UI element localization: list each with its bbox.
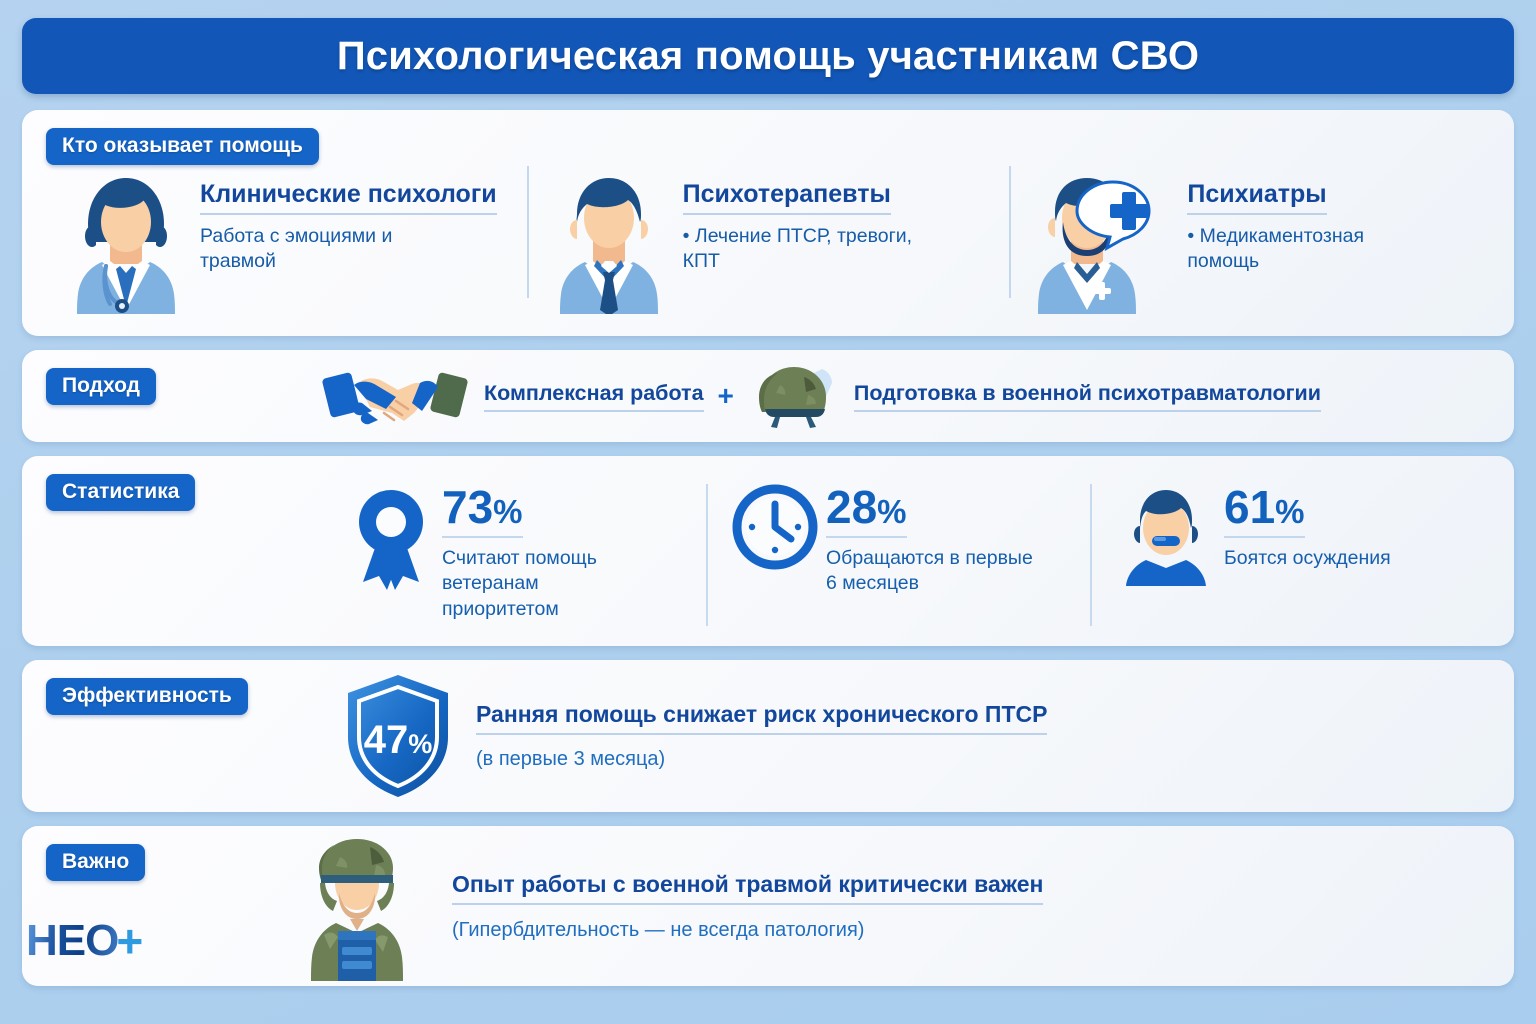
provider-text-block: Психотерапевты • Лечение ПТСР, тревоги, … <box>682 162 913 275</box>
important-text-block: Опыт работы с военной травмой критически… <box>452 871 1044 942</box>
plus-icon: + <box>717 380 734 411</box>
provider-title: Психиатры <box>1187 180 1327 215</box>
male-doctor-icon <box>545 162 673 314</box>
approach-second-text: Подготовка в военной психотравматологии <box>853 381 1321 412</box>
provider-text-block: Психиатры • Медикаментозная помощь <box>1187 162 1417 275</box>
section-statistics: Статистика 73% Считают помощь ветеранам … <box>22 456 1514 646</box>
logo-wordmark: НЕО <box>26 916 119 965</box>
important-title: Опыт работы с военной травмой критически… <box>452 871 1044 905</box>
shield-value-text: 47% <box>364 718 433 762</box>
shield-icon: 47% <box>340 671 456 801</box>
stat-value: 28% <box>826 484 907 538</box>
bearded-doctor-icon <box>1027 162 1177 314</box>
female-doctor-icon <box>62 162 190 314</box>
brand-logo: НЕО + <box>26 914 143 968</box>
efficacy-subtitle: (в первые 3 месяца) <box>476 748 666 770</box>
efficacy-title: Ранняя помощь снижает риск хронического … <box>476 701 1048 735</box>
provider-title: Клинические психологи <box>200 180 497 215</box>
provider-description: • Лечение ПТСР, тревоги, КПТ <box>682 225 913 273</box>
provider-clinical-psychologists: Клинические психологи Работа с эмоциями … <box>44 162 527 314</box>
important-row: Опыт работы с военной травмой критически… <box>22 826 1514 986</box>
important-subtitle: (Гипербдительность — не всегда патология… <box>452 918 865 941</box>
section-efficacy: Эффективность 47% <box>22 660 1514 812</box>
badge-efficacy: Эффективность <box>46 678 248 715</box>
handshake-icon <box>322 363 470 429</box>
provider-psychotherapists: Психотерапевты • Лечение ПТСР, тревоги, … <box>526 162 1010 314</box>
stats-row: 73% Считают помощь ветеранам приоритетом <box>22 456 1514 646</box>
approach-first-text: Комплексная работа <box>484 381 704 412</box>
award-ribbon-icon <box>348 482 434 602</box>
badge-approach: Подход <box>46 368 157 405</box>
stat-body: 28% Обращаются в первые 6 месяцев <box>826 482 1041 597</box>
header-banner: Психологическая помощь участникам СВО <box>22 18 1514 94</box>
badge-providers: Кто оказывает помощь <box>46 128 319 165</box>
page-title: Психологическая помощь участникам СВО <box>336 33 1200 78</box>
logo-plus-icon: + <box>116 915 143 967</box>
soldier-icon <box>284 831 430 981</box>
silenced-person-icon <box>1116 482 1216 586</box>
section-providers: Кто оказывает помощь <box>22 110 1514 336</box>
stat-label: Боятся осуждения <box>1224 546 1391 569</box>
approach-row: Комплексная работа + Подготовка в военно… <box>22 350 1514 442</box>
stat-first-six-months: 28% Обращаются в первые 6 месяцев <box>706 482 1090 627</box>
provider-description: • Медикаментозная помощь <box>1187 225 1365 273</box>
stat-value: 61% <box>1224 484 1305 538</box>
providers-row: Клинические психологи Работа с эмоциями … <box>22 110 1514 336</box>
clock-icon <box>732 482 818 572</box>
section-approach: Подход Комплексная работа + <box>22 350 1514 442</box>
stat-body: 61% Боятся осуждения <box>1224 482 1391 571</box>
efficacy-row: 47% Ранняя помощь снижает риск хроническ… <box>22 660 1514 812</box>
stat-fear-of-judgement: 61% Боятся осуждения <box>1090 482 1474 626</box>
provider-text-block: Клинические психологи Работа с эмоциями … <box>200 162 497 275</box>
efficacy-text-block: Ранняя помощь снижает риск хронического … <box>476 701 1048 771</box>
provider-psychiatrists: Психиатры • Медикаментозная помощь <box>1009 162 1492 314</box>
badge-statistics: Статистика <box>46 474 196 511</box>
stat-value: 73% <box>442 484 523 538</box>
badge-important: Важно <box>46 844 146 881</box>
provider-title: Психотерапевты <box>682 180 891 215</box>
stat-label: Считают помощь ветеранам приоритетом <box>442 546 597 621</box>
stat-body: 73% Считают помощь ветеранам приоритетом <box>442 482 657 623</box>
military-helmet-icon <box>748 363 840 429</box>
stat-priority: 73% Считают помощь ветеранам приоритетом <box>322 482 706 623</box>
section-important: Важно <box>22 826 1514 986</box>
stat-label: Обращаются в первые 6 месяцев <box>826 546 1033 595</box>
provider-description: Работа с эмоциями и травмой <box>200 225 393 273</box>
